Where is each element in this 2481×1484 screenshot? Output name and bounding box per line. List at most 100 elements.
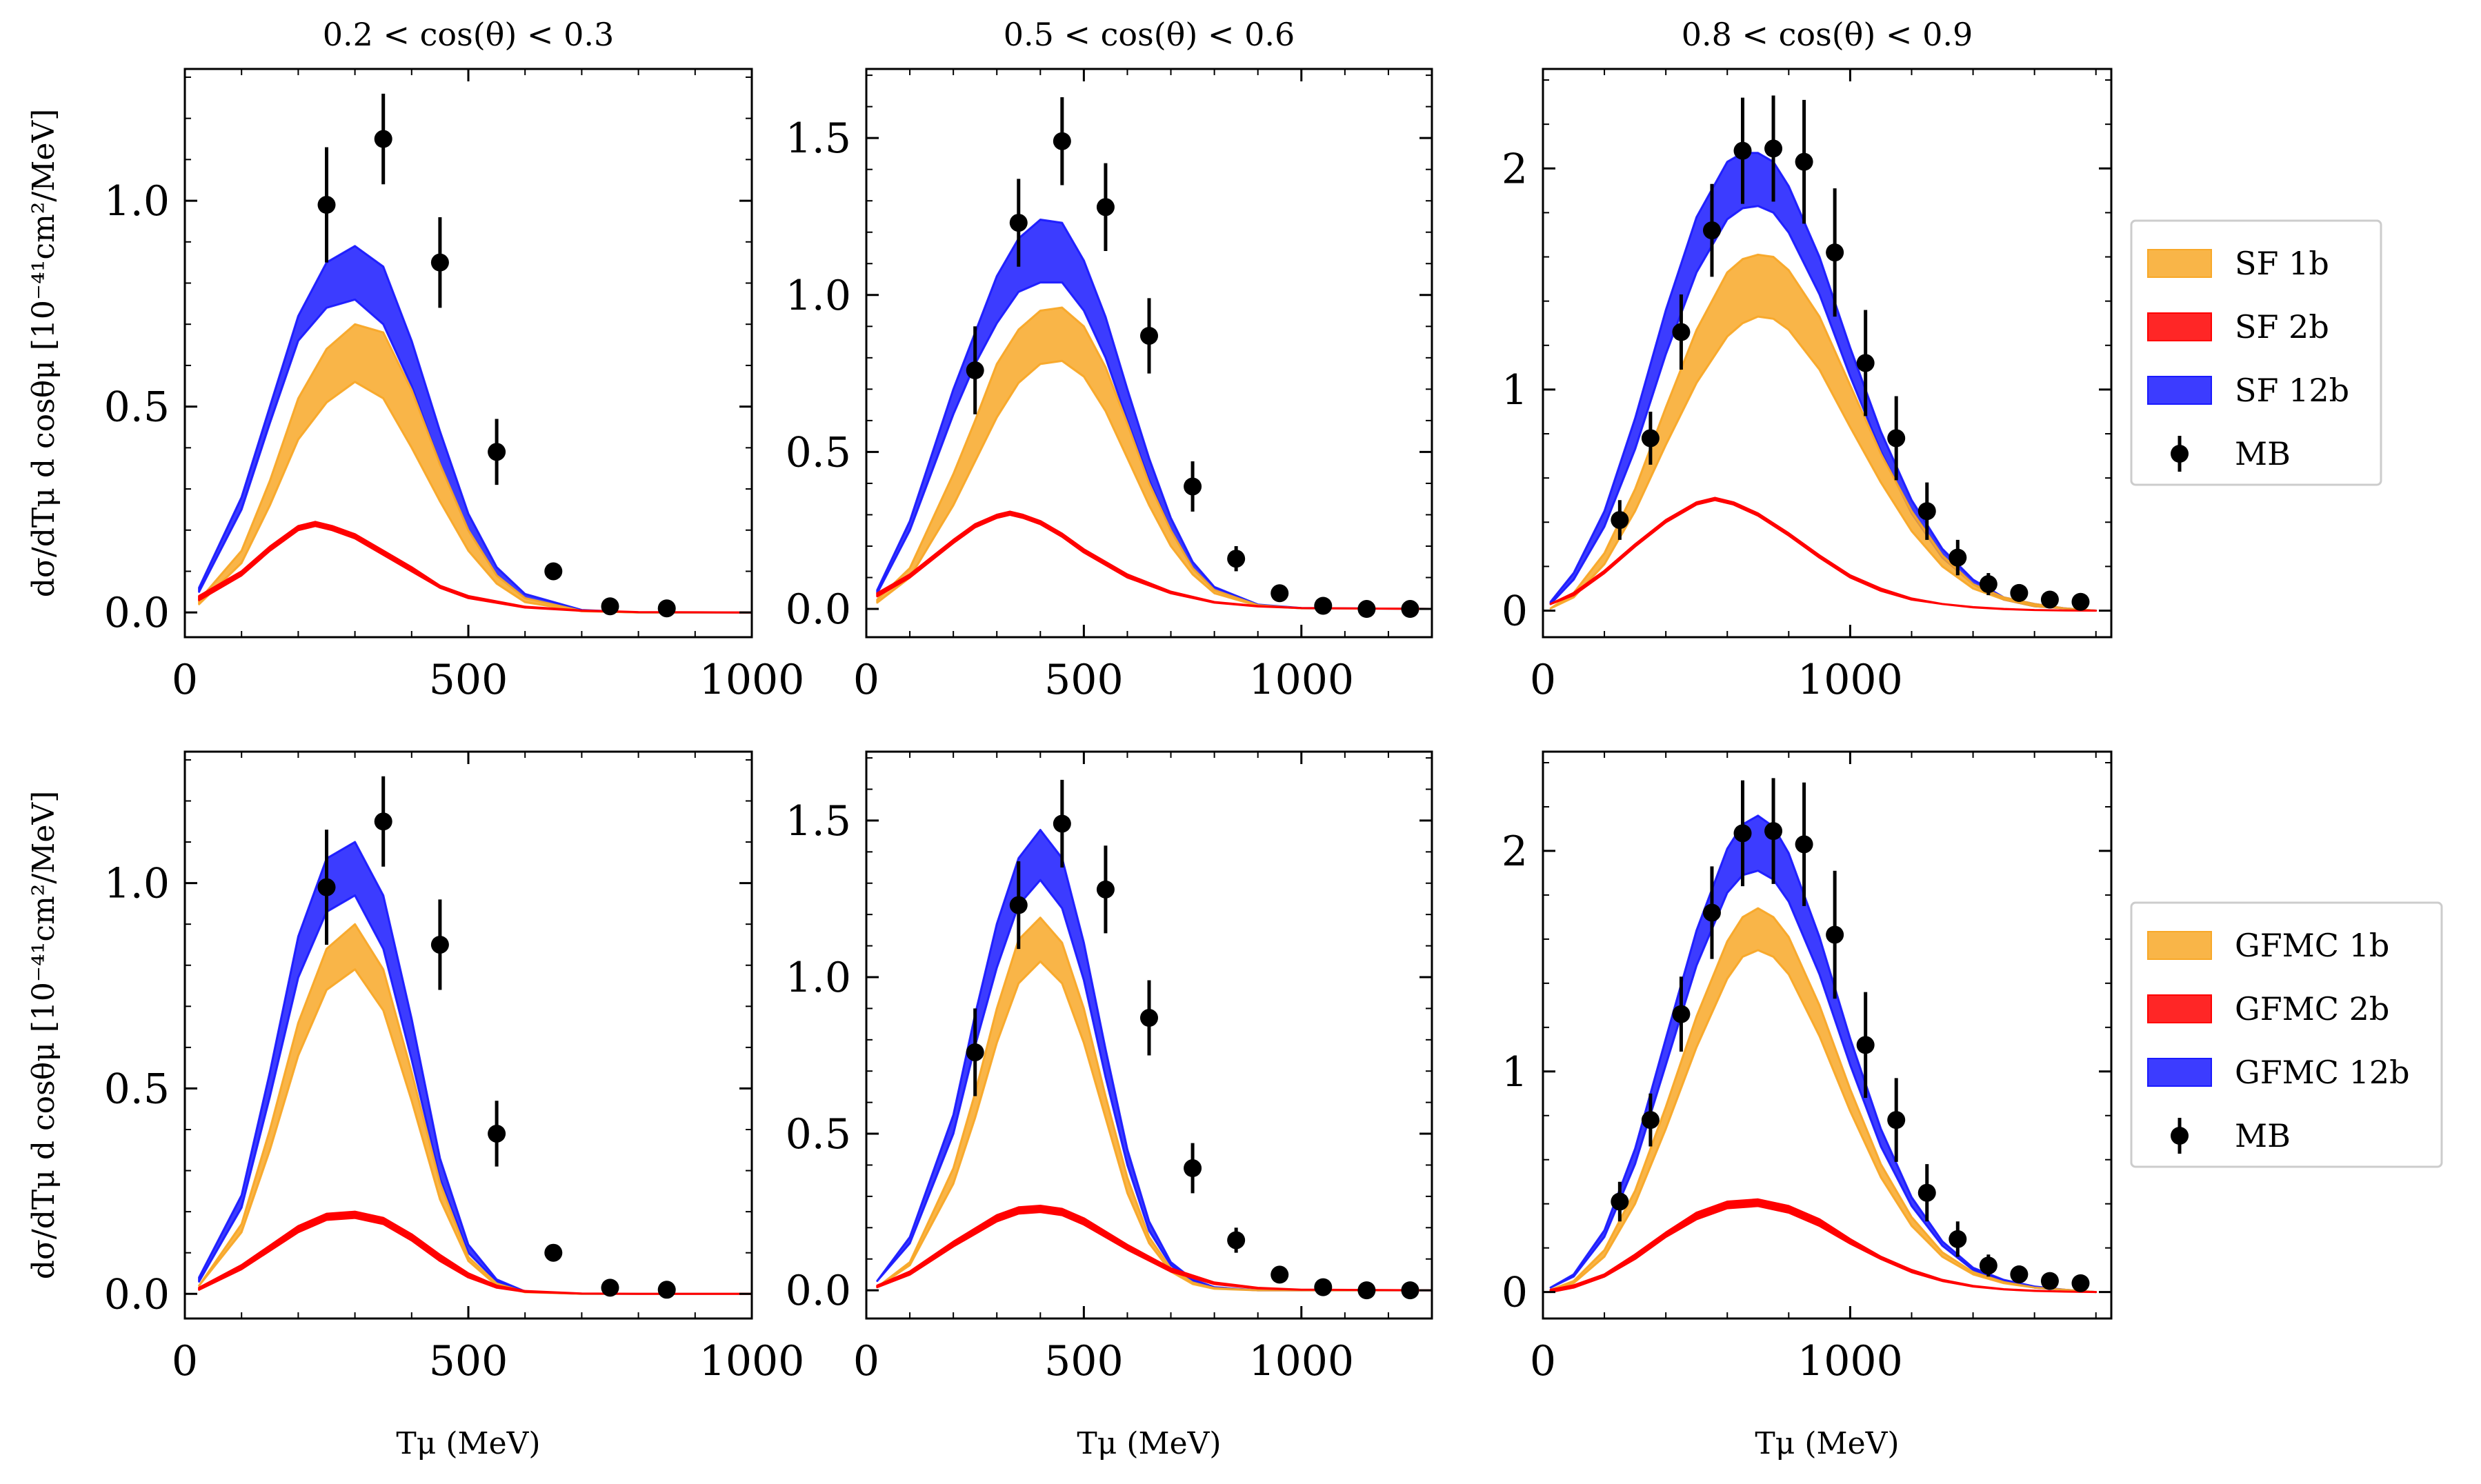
data-marker — [601, 1279, 619, 1297]
data-marker — [430, 935, 449, 954]
panel-title: 0.5 < cos(θ) < 0.6 — [1004, 16, 1295, 53]
data-marker — [1314, 596, 1333, 615]
band-two-body-2b — [1549, 497, 2098, 612]
legend-label: MB — [2235, 1117, 2291, 1154]
data-marker — [317, 878, 336, 896]
y-tick-label: 1.5 — [786, 114, 851, 163]
data-marker — [1227, 550, 1246, 568]
y-axis-label: dσ/dTμ d cosθμ [10⁻⁴¹cm²/MeV] — [26, 109, 61, 598]
x-tick-label: 500 — [1044, 656, 1124, 704]
data-marker — [2040, 1272, 2059, 1290]
y-tick-label: 0 — [1502, 588, 1528, 636]
data-point — [657, 599, 676, 618]
data-point — [1009, 861, 1028, 950]
legends: SF 1b SF 2b SF 12b MB GFMC 1b GFMC 2b GFMC 12b… — [2130, 219, 2443, 1168]
x-tick-label: 1000 — [1248, 656, 1354, 704]
legend-swatch — [2147, 994, 2212, 1023]
data-point — [317, 830, 336, 945]
data-point — [1227, 545, 1246, 572]
data-marker — [1826, 243, 1844, 262]
axes-frame — [865, 68, 1433, 639]
panel-title: 0.2 < cos(θ) < 0.3 — [323, 16, 615, 53]
y-tick-label: 0.0 — [104, 589, 170, 637]
data-marker — [1949, 548, 1967, 567]
data-marker — [1733, 141, 1752, 160]
data-marker — [1227, 1231, 1246, 1250]
data-point — [1314, 1278, 1333, 1296]
data-marker — [1611, 511, 1629, 530]
axes-frame — [183, 750, 753, 1320]
legend-entry-two_body: SF 2b — [2147, 308, 2329, 345]
axes-frame — [1542, 68, 2113, 639]
data-marker — [1949, 1230, 1967, 1248]
x-tick-label: 0 — [853, 656, 879, 704]
data-point — [1764, 778, 1783, 884]
data-point — [1641, 411, 1660, 465]
x-tick-label: 1000 — [1797, 656, 1903, 704]
legend-bottom: GFMC 1b GFMC 2b GFMC 12b MB — [2130, 901, 2443, 1168]
data-point — [1641, 1093, 1660, 1147]
legend-top: SF 1b SF 2b SF 12b MB — [2130, 219, 2382, 486]
data-point — [2010, 1265, 2029, 1284]
data-point — [1795, 99, 1813, 224]
data-point — [1184, 1143, 1202, 1194]
legend-marker-icon — [2171, 1127, 2189, 1145]
legend-label: SF 12b — [2235, 372, 2349, 409]
x-axis-label: Tμ (MeV) — [396, 1426, 540, 1461]
band-one-body-1b — [876, 306, 1432, 610]
data-marker — [2071, 592, 2090, 611]
plot-area — [1549, 95, 2098, 612]
data-point — [1140, 980, 1158, 1056]
data-marker — [1702, 221, 1721, 240]
data-point — [1795, 782, 1813, 906]
band-two-body-2b — [198, 1210, 752, 1295]
band-total-12b — [198, 841, 752, 1295]
data-marker — [1096, 198, 1115, 217]
legend-swatch — [2147, 249, 2212, 278]
x-axis-label: Tμ (MeV) — [1755, 1426, 1899, 1461]
x-tick-label: 1000 — [699, 656, 805, 704]
data-marker — [657, 1281, 676, 1299]
data-point — [1733, 780, 1752, 887]
x-tick-label: 1000 — [1248, 1337, 1354, 1385]
data-point — [1672, 976, 1691, 1052]
data-point — [601, 597, 619, 616]
plot-area — [876, 97, 1432, 619]
x-tick-label: 0 — [172, 656, 198, 704]
data-point — [657, 1281, 676, 1299]
data-point — [1611, 1181, 1629, 1222]
data-point — [1271, 1265, 1289, 1284]
axes-frame — [1542, 750, 2113, 1320]
axes-frame — [865, 750, 1433, 1320]
data-marker — [601, 597, 619, 616]
data-point — [430, 217, 449, 308]
y-tick-label: 1.0 — [786, 954, 851, 1002]
legend-entry-two_body: GFMC 2b — [2147, 990, 2389, 1027]
legend-entry-one_body: SF 1b — [2147, 245, 2329, 282]
legend-frame — [2130, 901, 2443, 1168]
data-point — [1357, 1281, 1376, 1300]
y-tick-label: 0.5 — [786, 1110, 851, 1159]
y-tick-label: 1 — [1502, 1048, 1528, 1096]
data-marker — [2040, 590, 2059, 609]
legend-label: GFMC 2b — [2235, 990, 2389, 1027]
data-point — [1009, 179, 1028, 267]
legend-label: SF 1b — [2235, 245, 2329, 282]
data-marker — [1672, 1005, 1691, 1023]
data-point — [544, 1243, 563, 1262]
data-point — [488, 419, 506, 485]
y-tick-label: 2 — [1502, 145, 1528, 193]
panel-0-1: 0 500 1000 0.0 0.5 1.0 1.5 0.5 < cos(θ) < 0.6 — [786, 16, 1433, 704]
data-point — [1733, 97, 1752, 204]
data-marker — [2010, 583, 2029, 602]
data-marker — [1271, 584, 1289, 603]
data-marker — [1917, 1183, 1936, 1202]
data-marker — [1009, 896, 1028, 914]
data-point — [374, 776, 392, 867]
x-tick-label: 0 — [1530, 1337, 1556, 1385]
data-point — [1096, 163, 1115, 252]
y-axis-label: dσ/dTμ d cosθμ [10⁻⁴¹cm²/MeV] — [26, 791, 61, 1280]
data-point — [1271, 584, 1289, 603]
